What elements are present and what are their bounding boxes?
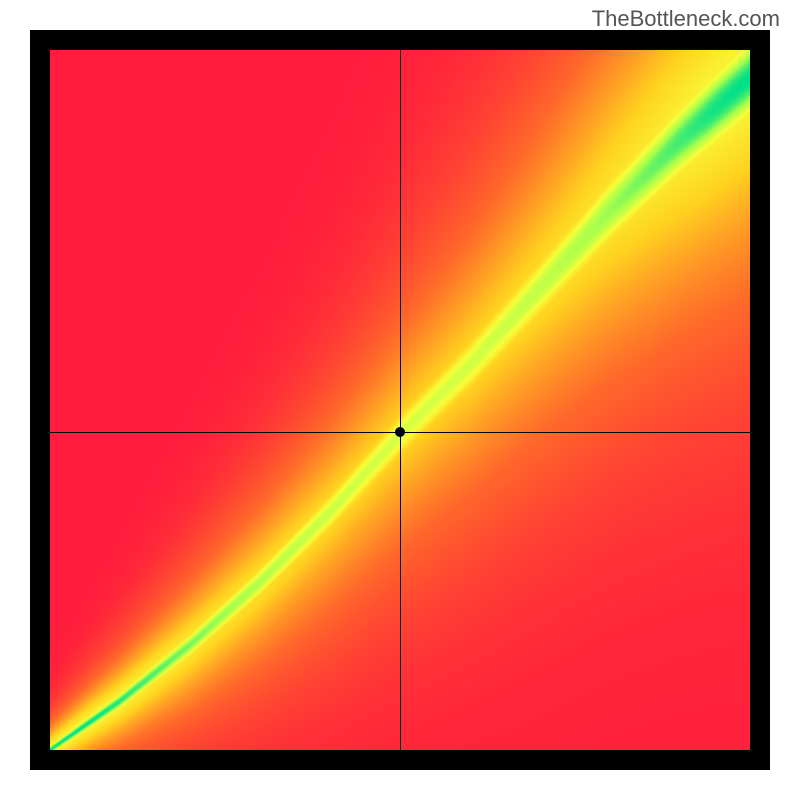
plot-outer-frame [30,30,770,770]
plot-inner [50,50,750,750]
watermark-text: TheBottleneck.com [592,6,780,32]
chart-container: TheBottleneck.com [0,0,800,800]
crosshair-vertical [400,50,401,750]
marker-dot [395,427,405,437]
